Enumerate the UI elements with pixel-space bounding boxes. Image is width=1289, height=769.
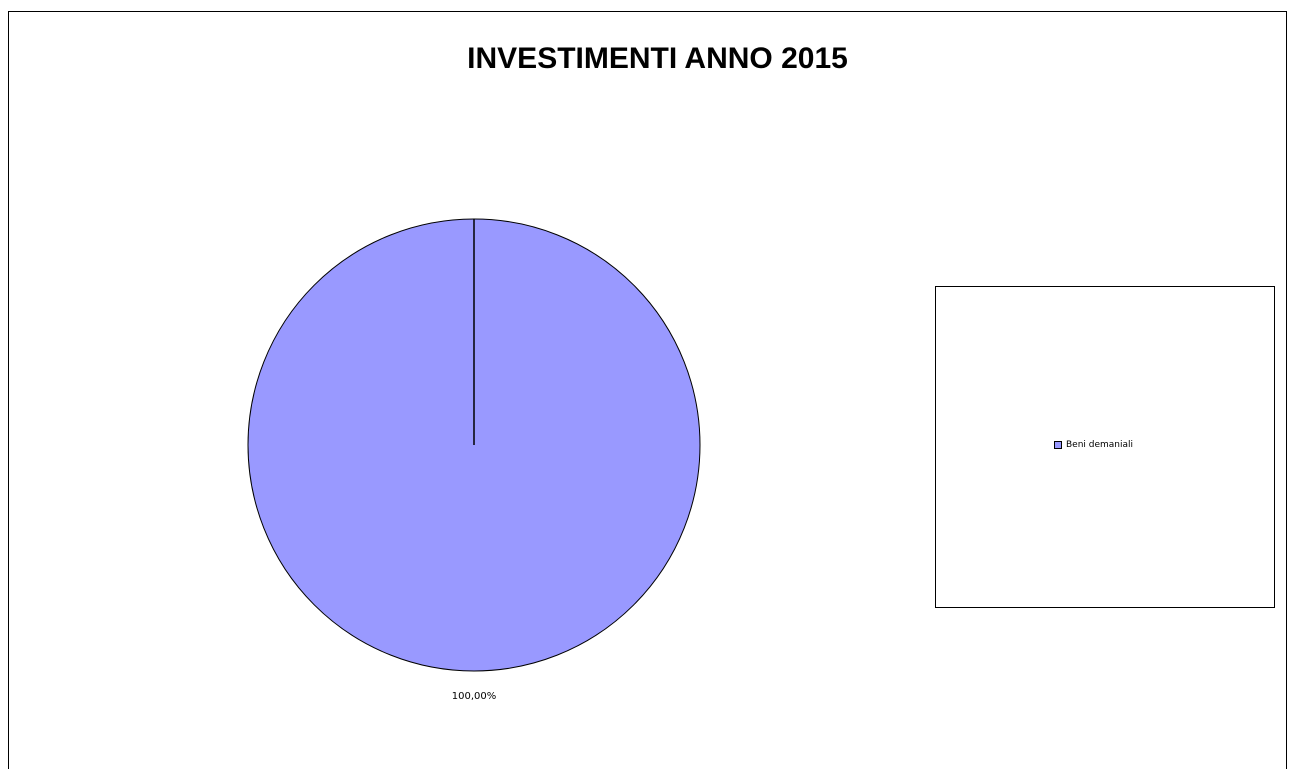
legend: Beni demaniali bbox=[935, 286, 1275, 608]
legend-swatch bbox=[1054, 441, 1062, 449]
chart-title: INVESTIMENTI ANNO 2015 bbox=[467, 42, 848, 75]
legend-item: Beni demaniali bbox=[1054, 440, 1133, 450]
legend-label: Beni demaniali bbox=[1066, 440, 1134, 450]
pie-data-label: 100,00% bbox=[452, 691, 497, 702]
